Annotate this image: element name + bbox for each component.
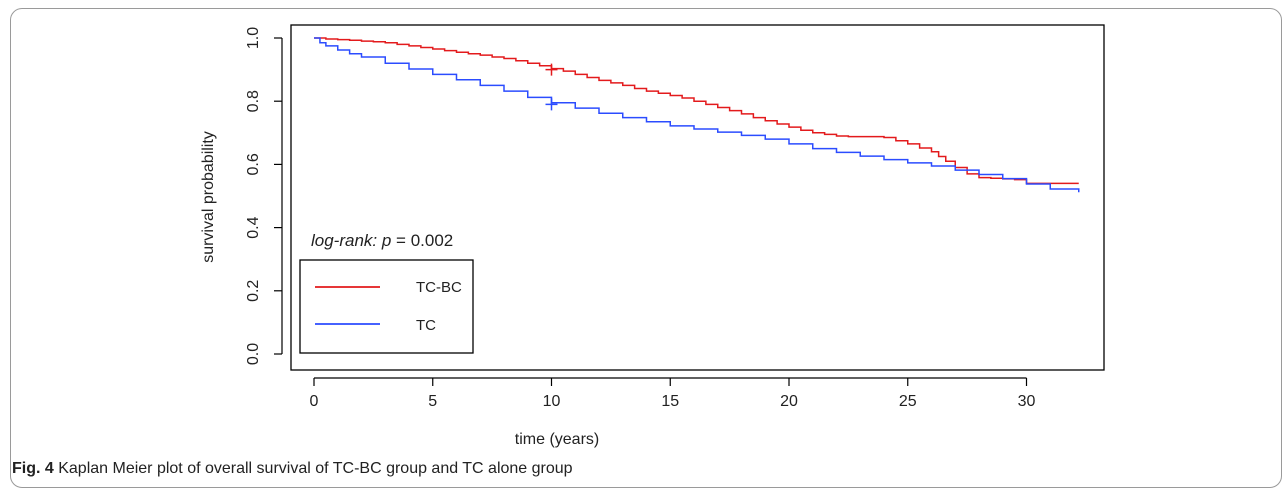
censor-mark-tc-bc: [545, 63, 558, 76]
x-tick-label: 30: [1018, 393, 1036, 410]
log-rank-italic: log-rank: p: [311, 231, 391, 250]
x-axis-label: time (years): [515, 431, 599, 448]
y-tick-label: 0.2: [245, 280, 262, 302]
legend: TC-BC TC: [299, 259, 474, 354]
y-tick-label: 1.0: [245, 27, 262, 49]
y-tick-label: 0.4: [245, 216, 262, 238]
x-tick-label: 0: [310, 393, 319, 410]
caption-label: Fig. 4: [12, 460, 54, 477]
series-line-tc: [314, 37, 1080, 193]
x-tick-label: 10: [543, 393, 561, 410]
y-tick-label: 0.6: [245, 153, 262, 175]
x-tick-label: 25: [899, 393, 917, 410]
legend-box: [299, 259, 474, 354]
log-rank-value: = 0.002: [391, 231, 453, 250]
legend-label-tc-bc: TC-BC: [416, 279, 462, 296]
y-axis-label: survival probability: [200, 131, 217, 263]
y-tick-label: 0.8: [245, 90, 262, 112]
series-line-tc-bc: [314, 37, 1079, 185]
x-tick-label: 5: [428, 393, 437, 410]
censor-mark-tc: [545, 98, 558, 111]
axes: 0 5 10 15 20 25 30 0.0 0.2 0.4 0.6 0.8 1.0: [245, 27, 1036, 410]
log-rank-annotation: log-rank: p = 0.002: [311, 231, 453, 250]
x-tick-label: 15: [661, 393, 679, 410]
survival-chart: 0 5 10 15 20 25 30 0.0 0.2 0.4 0.6 0.8 1.0 survival …: [200, 24, 1105, 448]
figure-caption: Fig. 4 Kaplan Meier plot of overall surv…: [12, 460, 573, 478]
legend-label-tc: TC: [416, 317, 436, 334]
x-tick-label: 20: [780, 393, 798, 410]
caption-text: Kaplan Meier plot of overall survival of…: [53, 460, 573, 477]
censor-marks: [545, 63, 558, 111]
series-lines: [314, 37, 1080, 193]
plot-box: [290, 24, 1105, 371]
y-tick-label: 0.0: [245, 343, 262, 365]
